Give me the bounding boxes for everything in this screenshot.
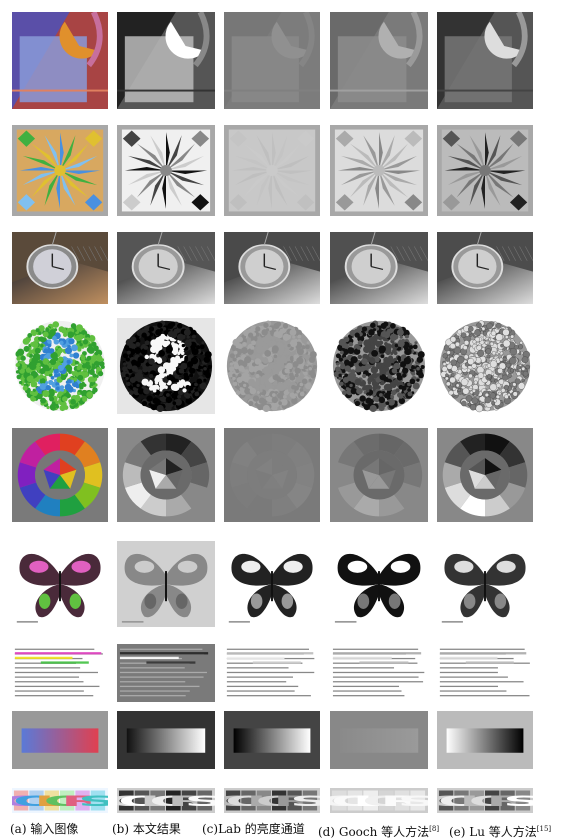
highlighted-text-lab-luminance-image [224,644,320,702]
butterfly-input-image [12,541,108,627]
pocket-watch-proposed-image [117,232,215,304]
ishihara-plate-lab-luminance-image [224,318,320,414]
ishihara-plate-gooch-image [330,318,428,414]
color-wheel-input-image [12,428,108,522]
ishihara-plate-proposed-image [117,318,215,414]
highlighted-text-proposed-image [117,644,215,702]
colors-word-lab-luminance-image: COLORS [224,788,320,813]
abstract-shapes-gooch-image [330,12,428,109]
color-wheel-gooch-image [330,428,428,522]
butterfly-gooch-image [330,541,428,627]
caption-a: (a) 输入图像 [10,822,79,836]
color-wheel-proposed-image [117,428,215,522]
kaleidoscope-pattern-lu-image [437,125,533,216]
pocket-watch-input-image [12,232,108,304]
pocket-watch-lab-luminance-image [224,232,320,304]
colors-word-lu-image: COLORS [437,788,533,813]
colors-word-gooch-image: COLORS [330,788,428,813]
colors-letter: S [397,793,428,810]
kaleidoscope-pattern-gooch-image [330,125,428,216]
pocket-watch-gooch-image [330,232,428,304]
caption-d: (d) Gooch 等人方法[8] [318,825,440,839]
abstract-shapes-proposed-image [117,12,215,109]
color-gradient-gooch-image [330,711,428,769]
ishihara-plate-input-image [12,318,108,414]
butterfly-lab-luminance-image [224,541,320,627]
highlighted-text-lu-image [437,644,533,702]
abstract-shapes-input-image [12,12,108,109]
abstract-shapes-lu-image [437,12,533,109]
colors-word-proposed-image: COLORS [117,788,215,813]
butterfly-proposed-image [117,541,215,627]
caption-row: (a) 输入图像 (b) 本文结果 (c)Lab 的亮度通道 (d) Gooch… [0,818,569,840]
pocket-watch-lu-image [437,232,533,304]
ishihara-plate-lu-image [437,318,533,414]
colors-letter: S [184,793,215,810]
caption-c: (c)Lab 的亮度通道 [202,822,305,836]
color-wheel-lab-luminance-image [224,428,320,522]
caption-b: (b) 本文结果 [112,822,181,836]
color-gradient-proposed-image [117,711,215,769]
colors-letter: S [290,792,320,809]
kaleidoscope-pattern-proposed-image [117,125,215,216]
color-gradient-lab-luminance-image [224,711,320,769]
butterfly-lu-image [437,541,533,627]
color-gradient-lu-image [437,711,533,769]
highlighted-text-input-image [12,644,108,702]
caption-e: (e) Lu 等人方法[15] [449,825,552,839]
color-wheel-lu-image [437,428,533,522]
colors-letter: S [78,792,108,809]
kaleidoscope-pattern-lab-luminance-image [224,125,320,216]
colors-word-input-image: COLORS [12,788,108,813]
highlighted-text-gooch-image [330,644,428,702]
abstract-shapes-lab-luminance-image [224,12,320,109]
color-gradient-input-image [12,711,108,769]
colors-letter: S [503,792,533,809]
kaleidoscope-pattern-input-image [12,125,108,216]
